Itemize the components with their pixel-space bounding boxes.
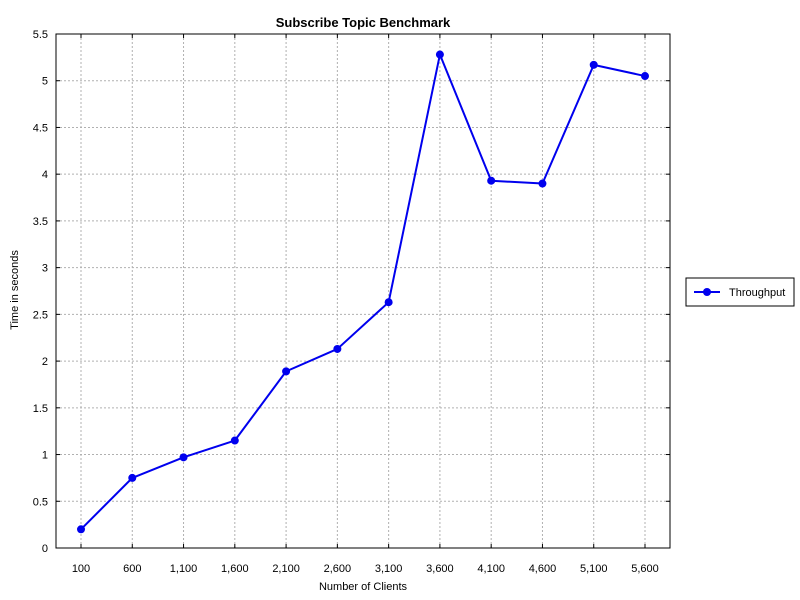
data-point [589, 60, 598, 69]
x-tick-label: 4,600 [529, 563, 557, 575]
legend: Throughput [685, 277, 795, 307]
data-point [179, 453, 188, 462]
x-tick-label: 3,600 [426, 563, 454, 575]
data-point [384, 298, 393, 307]
x-tick-label: 3,100 [375, 563, 403, 575]
data-point [641, 72, 649, 81]
y-tick-label: 1.5 [33, 403, 48, 415]
x-tick-label: 100 [72, 563, 90, 575]
y-tick-label: 4.5 [33, 122, 48, 134]
data-point [128, 473, 137, 482]
y-tick-label: 2.5 [33, 309, 48, 321]
grid-lines [56, 34, 670, 548]
data-point [538, 179, 547, 188]
y-tick-label: 2 [42, 356, 48, 368]
y-tick-labels: 0 0.5 1 1.5 2 2.5 3 3.5 4 4.5 5 5.5 [33, 29, 48, 555]
x-tick-label: 2,600 [324, 563, 352, 575]
data-point [77, 525, 85, 534]
y-tick-label: 5.5 [33, 29, 48, 41]
data-point [487, 176, 496, 185]
y-tick-label: 5 [42, 76, 48, 88]
y-tick-label: 3 [42, 263, 48, 275]
y-tick-label: 0.5 [33, 496, 48, 508]
x-tick-label: 1,100 [170, 563, 198, 575]
x-tick-label: 4,100 [477, 563, 505, 575]
x-tick-label: 600 [123, 563, 141, 575]
x-tick-label: 1,600 [221, 563, 249, 575]
series-line-throughput [80, 53, 646, 531]
data-point [435, 50, 444, 59]
legend-marker-swatch [703, 288, 711, 296]
legend-label-throughput: Throughput [729, 287, 785, 299]
x-tick-labels: 100 600 1,100 1,600 2,100 2,600 3,100 3,600 4,10… [72, 563, 659, 575]
data-point [333, 344, 342, 353]
plot-frame [55, 33, 671, 549]
x-tick-label: 5,600 [631, 563, 659, 575]
x-axis-label: Number of Clients [319, 581, 408, 593]
y-axis-label: Time in seconds [9, 250, 21, 330]
data-point [230, 436, 239, 445]
y-tick-label: 1 [42, 450, 48, 462]
series-lines [80, 53, 646, 531]
y-tick-label: 0 [42, 543, 48, 555]
chart-title: Subscribe Topic Benchmark [276, 15, 451, 30]
x-tick-label: 5,100 [580, 563, 608, 575]
y-tick-label: 4 [42, 169, 48, 181]
axes [55, 33, 671, 549]
y-tick-label: 3.5 [33, 216, 48, 228]
series-points [77, 50, 649, 534]
data-point [282, 367, 291, 376]
x-tick-label: 2,100 [272, 563, 300, 575]
